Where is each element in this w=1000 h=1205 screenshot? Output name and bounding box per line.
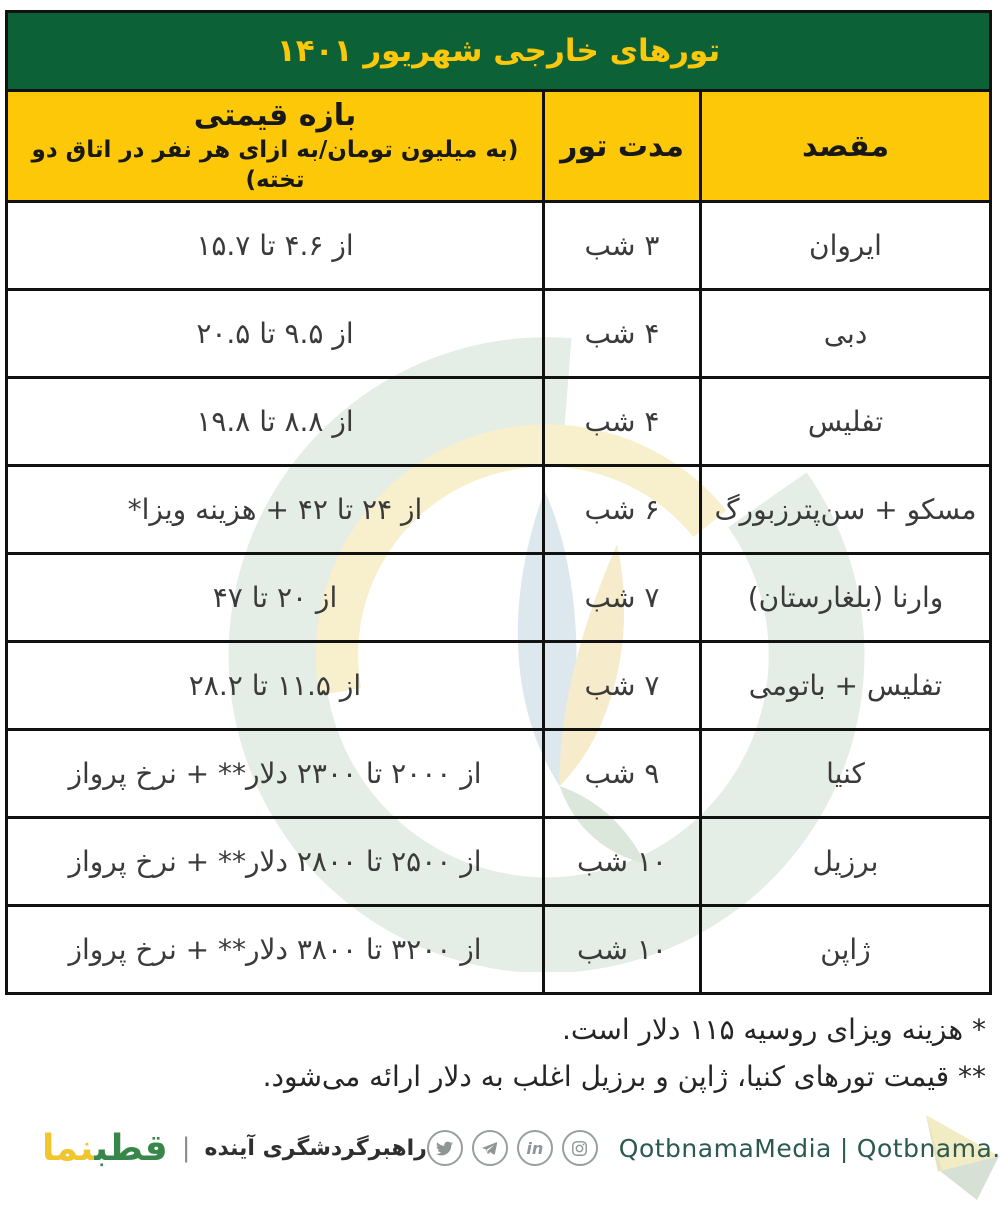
footer-bar: راهبرگردشگری آینده | قطبنما in QotbnamaM… [0,1113,1000,1183]
destination-cell: تفلیس [699,376,992,467]
logo-text-green: قطب [94,1127,168,1169]
duration-cell: ۷ شب [542,640,702,731]
duration-cell: ۹ شب [542,728,702,819]
table-row: وارنا (بلغارستان) ۷ شب از ۲۰ تا ۴۷ [4,552,992,643]
tours-table: تورهای خارجی شهریور ۱۴۰۱ مقصد مدت تور با… [4,10,993,995]
table-row: برزیل ۱۰ شب از ۲۵۰۰ تا ۲۸۰۰ دلار** + نرخ… [4,816,992,907]
footnotes: * هزینه ویزای روسیه ۱۱۵ دلار است. ** قیم… [14,1007,986,1100]
social-handles-text: QotbnamaMedia|Qotbnama.com [619,1134,1000,1163]
header-price-main: بازه قیمتی [193,97,357,133]
duration-cell: ۶ شب [542,464,702,555]
duration-cell: ۱۰ شب [542,904,702,995]
header-duration: مدت تور [542,89,702,203]
table-row: دبی ۴ شب از ۹.۵ تا ۲۰.۵ [4,288,992,379]
qotbnama-logo: قطبنما [42,1128,168,1169]
price-cell: از ۱۱.۵ تا ۲۸.۲ [4,640,546,731]
destination-cell: وارنا (بلغارستان) [699,552,992,643]
destination-cell: تفلیس + باتومی [699,640,992,731]
price-cell: از ۲۴ تا ۴۲ + هزینه ویزا* [4,464,546,555]
title-row: تورهای خارجی شهریور ۱۴۰۱ [4,10,993,92]
destination-cell: برزیل [699,816,992,907]
table-row: مسکو + سن‌پترزبورگ ۶ شب از ۲۴ تا ۴۲ + هز… [4,464,992,555]
footnote-dollar: ** قیمت تورهای کنیا، ژاپن و برزیل اغلب ب… [262,1060,986,1094]
header-row: مقصد مدت تور بازه قیمتی (به میلیون تومان… [4,89,992,203]
brand-separator: | [181,1133,191,1163]
social-block: in QotbnamaMedia|Qotbnama.com [426,1130,1000,1166]
instagram-icon [561,1130,598,1166]
duration-cell: ۴ شب [542,376,702,467]
footnote-visa: * هزینه ویزای روسیه ۱۱۵ دلار است. [561,1013,986,1046]
table-row: تفلیس ۴ شب از ۸.۸ تا ۱۹.۸ [4,376,992,467]
duration-cell: ۷ شب [542,552,702,643]
table-row: ژاپن ۱۰ شب از ۳۲۰۰ تا ۳۸۰۰ دلار** + نرخ … [4,904,992,995]
price-cell: از ۴.۶ تا ۱۵.۷ [4,200,546,291]
logo-text-yellow: نما [42,1127,95,1169]
destination-cell: دبی [699,288,992,379]
duration-cell: ۴ شب [542,288,702,379]
destination-cell: ایروان [699,200,992,291]
social-separator: | [839,1133,849,1163]
table-row: کنیا ۹ شب از ۲۰۰۰ تا ۲۳۰۰ دلار** + نرخ پ… [4,728,992,819]
linkedin-icon: in [516,1130,553,1166]
price-cell: از ۹.۵ تا ۲۰.۵ [4,288,546,379]
destination-cell: مسکو + سن‌پترزبورگ [699,464,992,555]
twitter-icon [426,1130,463,1166]
header-price-sub: (به میلیون تومان/به ازای هر نفر در اتاق … [31,137,519,194]
page-title: تورهای خارجی شهریور ۱۴۰۱ [4,10,993,92]
brand-block: راهبرگردشگری آینده | قطبنما [42,1128,427,1169]
price-cell: از ۲۰۰۰ تا ۲۳۰۰ دلار** + نرخ پرواز [4,728,546,819]
duration-cell: ۱۰ شب [542,816,702,907]
telegram-icon [471,1130,508,1166]
duration-cell: ۳ شب [542,200,702,291]
header-destination: مقصد [699,89,992,203]
price-cell: از ۲۵۰۰ تا ۲۸۰۰ دلار** + نرخ پرواز [4,816,546,907]
destination-cell: ژاپن [699,904,992,995]
price-cell: از ۲۰ تا ۴۷ [4,552,546,643]
header-price: بازه قیمتی (به میلیون تومان/به ازای هر ن… [4,89,546,203]
price-cell: از ۳۲۰۰ تا ۳۸۰۰ دلار** + نرخ پرواز [4,904,546,995]
linkedin-label: in [526,1138,544,1158]
table-row: ایروان ۳ شب از ۴.۶ تا ۱۵.۷ [4,200,992,291]
tours-infographic: { "title": "تورهای خارجی شهریور ۱۴۰۱", "… [0,10,1000,1205]
destination-cell: کنیا [699,728,992,819]
brand-tagline: راهبرگردشگری آینده [204,1135,427,1161]
website-text: Qotbnama.com [856,1133,1000,1163]
social-handle: QotbnamaMedia [618,1133,832,1163]
price-cell: از ۸.۸ تا ۱۹.۸ [4,376,546,467]
table-row: تفلیس + باتومی ۷ شب از ۱۱.۵ تا ۲۸.۲ [4,640,992,731]
